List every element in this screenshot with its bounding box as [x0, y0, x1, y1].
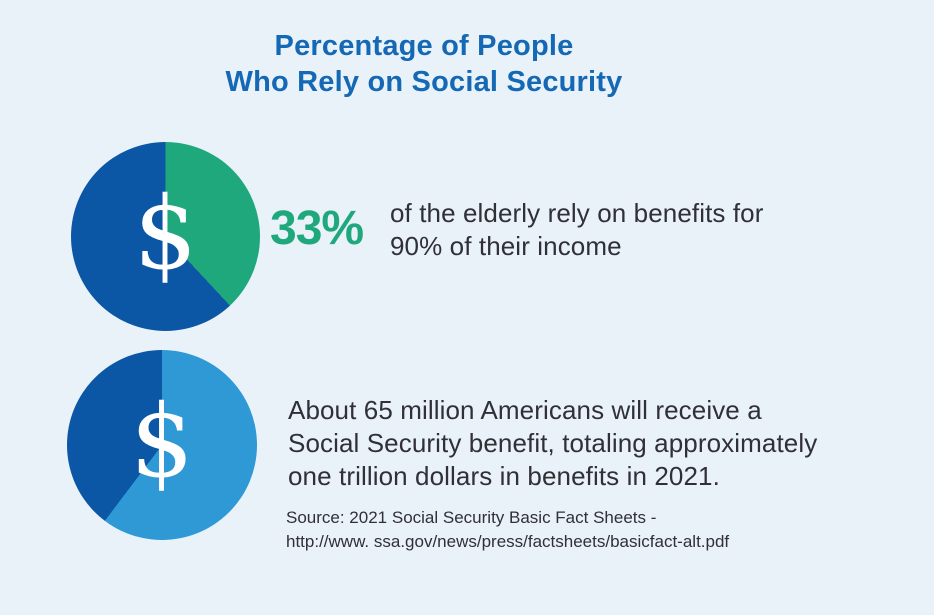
benefit-recipients-caption: About 65 million Americans will receive …: [288, 394, 817, 493]
dollar-sign-icon: $: [130, 383, 194, 500]
source-attribution: Source: 2021 Social Security Basic Fact …: [286, 506, 729, 554]
chart-title: Percentage of People Who Rely on Social …: [118, 28, 730, 100]
pie-chart-elderly-reliance: $: [71, 142, 260, 331]
stat-value-33-percent: 33%: [270, 202, 364, 255]
caption-line: 90% of their income: [390, 231, 622, 261]
source-url: http://www. ssa.gov/news/press/factsheet…: [286, 532, 730, 551]
caption-line: About 65 million Americans will receive …: [288, 395, 762, 425]
chart-title-line-1: Percentage of People: [274, 30, 574, 62]
elderly-reliance-caption: of the elderly rely on benefits for 90% …: [390, 197, 763, 263]
dollar-sign-icon: $: [133, 174, 198, 292]
caption-line: one trillion dollars in benefits in 2021…: [288, 461, 720, 491]
caption-line: Social Security benefit, totaling approx…: [288, 428, 818, 458]
source-line: Source: 2021 Social Security Basic Fact …: [286, 508, 657, 527]
caption-line: of the elderly rely on benefits for: [390, 198, 764, 228]
chart-title-line-2: Who Rely on Social Security: [225, 66, 623, 98]
pie-chart-benefit-recipients: $: [67, 350, 257, 540]
